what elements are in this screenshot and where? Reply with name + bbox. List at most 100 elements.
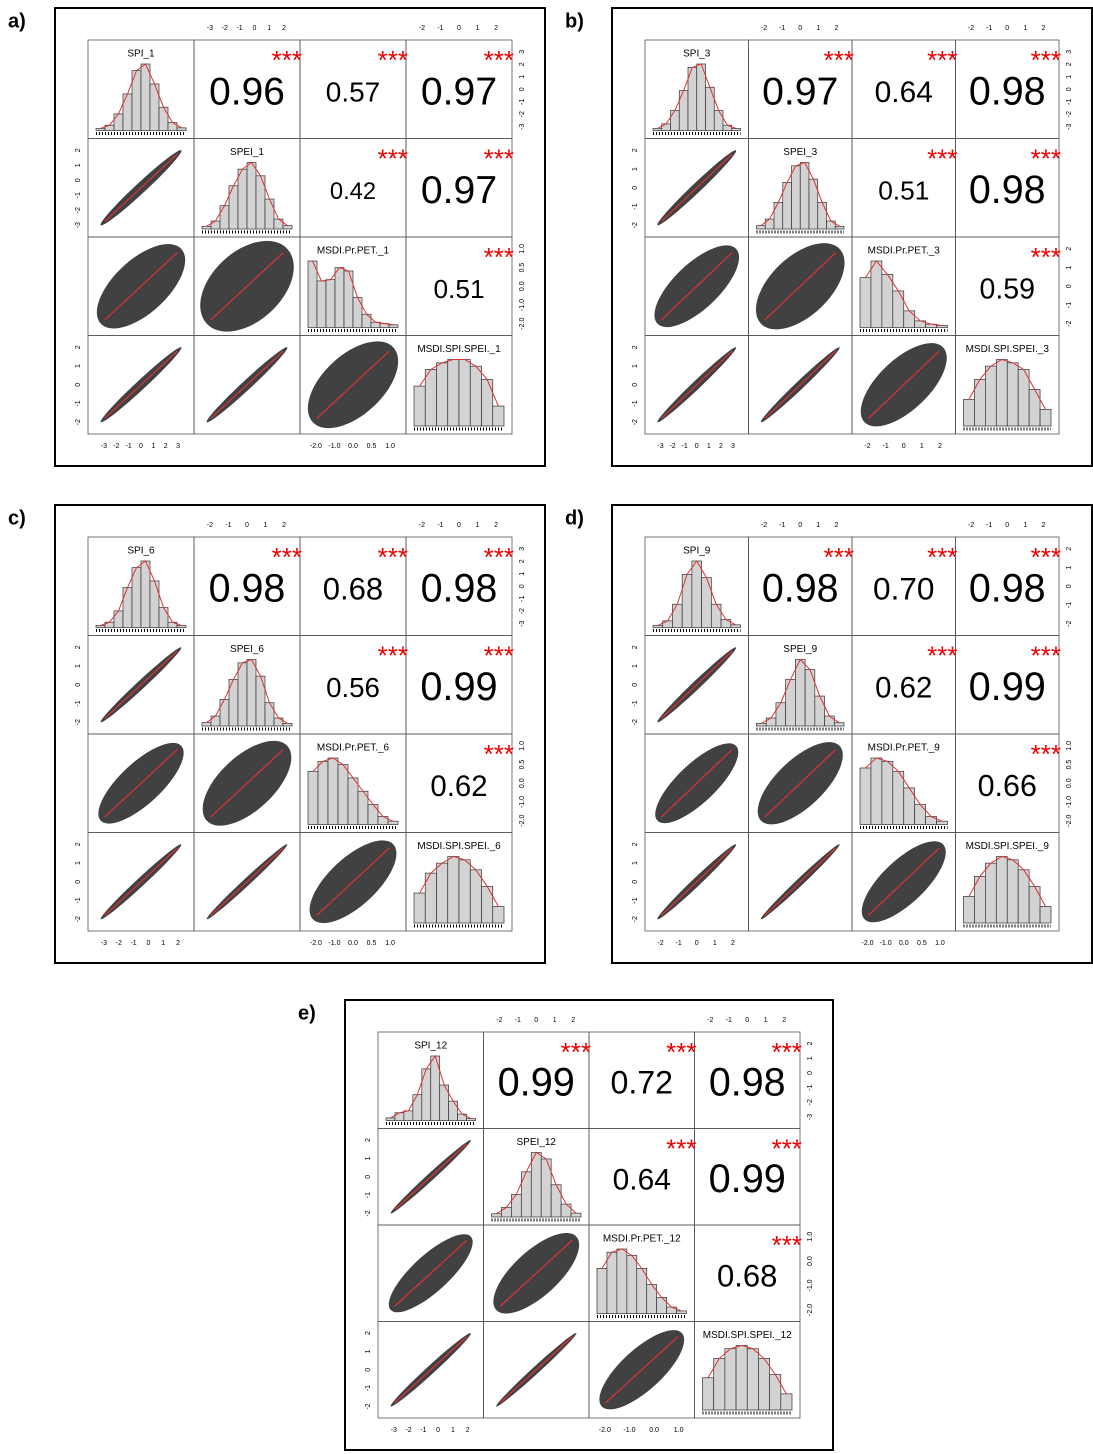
fit-line xyxy=(210,252,284,321)
hist-bar xyxy=(724,1348,737,1411)
tick-label: -2.0 xyxy=(310,443,322,450)
tick-label: 1 xyxy=(816,522,820,529)
tick-label: 0.0 xyxy=(1066,778,1073,788)
correlation: 0.98 xyxy=(421,567,498,611)
hist-bar xyxy=(656,1297,667,1314)
hist-bar xyxy=(870,260,883,328)
hist-bar xyxy=(1017,369,1030,427)
hist-bar xyxy=(730,624,741,628)
significance-stars: *** xyxy=(824,542,854,572)
tick-label: -2 xyxy=(864,443,870,450)
hist-bar xyxy=(458,359,471,427)
tick-label: -1.0 xyxy=(880,940,892,947)
tick-label: 0 xyxy=(534,1017,538,1024)
hist-bar xyxy=(834,225,845,230)
correlation: 0.62 xyxy=(875,671,932,704)
fit-line xyxy=(210,847,284,916)
tick-label: 0 xyxy=(75,383,82,387)
tick-label: -1 xyxy=(632,897,639,903)
tick-label: 0 xyxy=(436,1427,440,1434)
correlation: 0.99 xyxy=(498,1061,575,1105)
hist-bar xyxy=(466,1118,476,1121)
hist-bar xyxy=(158,106,169,131)
fit-line xyxy=(660,847,733,916)
significance-stars: *** xyxy=(927,640,957,670)
tick-label: 1 xyxy=(707,443,711,450)
tick-label: 2 xyxy=(835,25,839,32)
tick-label: 1 xyxy=(476,25,480,32)
tick-label: -1 xyxy=(1066,302,1073,308)
hist-bar xyxy=(995,359,1008,427)
significance-stars: *** xyxy=(1031,45,1061,75)
correlation: 0.98 xyxy=(969,567,1046,611)
fit-line xyxy=(660,650,733,719)
fit-line xyxy=(210,350,284,419)
tick-label: -1 xyxy=(75,897,82,903)
hist-bar xyxy=(672,603,683,628)
tick-label: -1 xyxy=(225,522,231,529)
tick-label: -2 xyxy=(75,207,82,213)
fit-line xyxy=(316,350,390,419)
tick-label: 2 xyxy=(1042,522,1046,529)
variable-name: MSDI.SPI.SPEI._9 xyxy=(966,841,1050,852)
tick-label: 2 xyxy=(632,645,639,649)
tick-label: 0.0 xyxy=(807,1256,814,1266)
cell xyxy=(955,832,1060,932)
density-line xyxy=(419,359,499,407)
significance-stars: *** xyxy=(484,739,514,769)
correlation: 0.99 xyxy=(420,665,497,709)
tick-label: 1.0 xyxy=(519,244,526,254)
correlation: 0.62 xyxy=(430,770,487,803)
fit-line xyxy=(499,1239,573,1307)
tick-label: 3 xyxy=(519,50,526,54)
tick-label: 0 xyxy=(632,383,639,387)
density-line xyxy=(761,658,840,724)
tick-label: -1.0 xyxy=(1066,796,1073,808)
tick-label: -1 xyxy=(365,1385,372,1391)
hist-bar xyxy=(1017,869,1030,924)
fit-line xyxy=(394,1336,468,1404)
tick-label: -2 xyxy=(519,111,526,117)
hist-bar xyxy=(501,1206,512,1218)
hist-bar xyxy=(273,717,284,727)
tick-label: -2 xyxy=(365,1403,372,1409)
tick-label: 2 xyxy=(1066,62,1073,66)
hist-bar xyxy=(413,385,426,427)
tick-label: 1 xyxy=(764,1017,768,1024)
correlation: 0.98 xyxy=(762,567,839,611)
tick-label: 1 xyxy=(816,25,820,32)
hist-bar xyxy=(626,1255,638,1314)
tick-label: 2 xyxy=(632,148,639,152)
fit-line xyxy=(316,847,390,916)
fit-line xyxy=(210,749,284,818)
tick-label: 1 xyxy=(1023,522,1027,529)
significance-stars: *** xyxy=(1031,242,1061,272)
tick-label: 2 xyxy=(365,1138,372,1142)
tick-label: 3 xyxy=(1066,50,1073,54)
tick-label: -2 xyxy=(1066,111,1073,117)
tick-label: -1 xyxy=(437,25,443,32)
correlation: 0.98 xyxy=(709,1060,786,1104)
fit-line xyxy=(104,650,178,719)
tick-label: 0 xyxy=(1005,25,1009,32)
fit-line xyxy=(764,350,837,419)
tick-label: 2 xyxy=(75,345,82,349)
tick-label: 1 xyxy=(365,1349,372,1353)
panel: e) SPI_12 SPEI_12 MSDI.Pr.PET._12 MSDI.SPI.S… xyxy=(298,999,834,1451)
hist-bar xyxy=(791,165,801,230)
hist-bar xyxy=(337,764,349,825)
tick-label: 0 xyxy=(245,522,249,529)
correlation: 0.68 xyxy=(717,1258,777,1293)
hist-bar xyxy=(237,168,248,230)
tick-label: -1 xyxy=(779,25,785,32)
tick-label: -2 xyxy=(519,608,526,614)
tick-label: -2.0 xyxy=(519,318,526,330)
tick-label: 2 xyxy=(1042,25,1046,32)
density-line xyxy=(707,1344,787,1395)
fit-line xyxy=(605,1336,679,1404)
tick-label: 2 xyxy=(519,62,526,66)
tick-label: -1 xyxy=(519,596,526,602)
tick-label: 1.0 xyxy=(385,443,395,450)
tick-label: 1 xyxy=(267,25,271,32)
